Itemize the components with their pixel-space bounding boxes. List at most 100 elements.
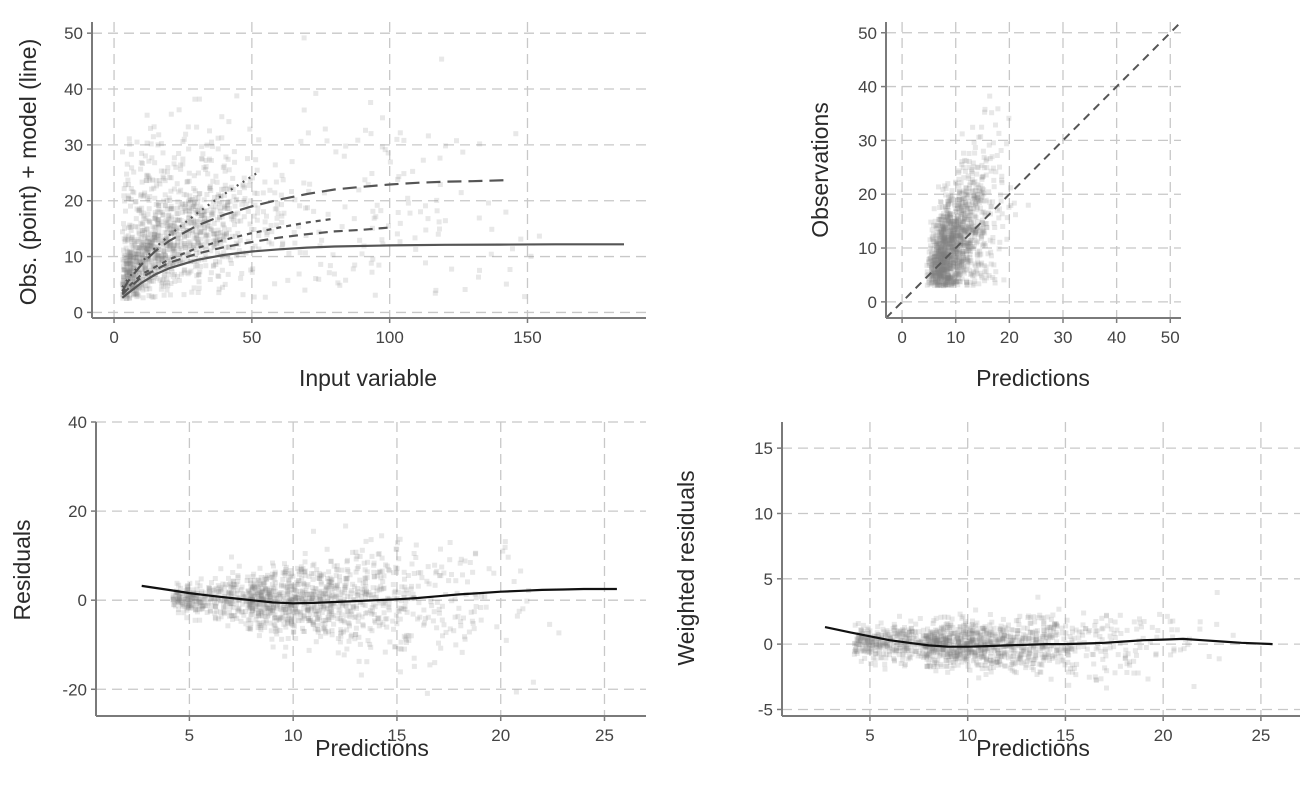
scatter-point	[198, 583, 203, 588]
scatter-point	[949, 232, 954, 237]
scatter-point	[362, 177, 367, 182]
scatter-point	[1175, 627, 1180, 632]
scatter-point	[182, 597, 187, 602]
x-tick-label: 20	[1000, 328, 1019, 347]
scatter-point	[256, 233, 261, 238]
scatter-point	[172, 155, 177, 160]
scatter-point	[239, 202, 244, 207]
scatter-point	[356, 564, 361, 569]
scatter-point	[456, 614, 461, 619]
scatter-point	[1039, 663, 1044, 668]
scatter-point	[991, 178, 996, 183]
scatter-point	[982, 165, 987, 170]
scatter-point	[969, 219, 974, 224]
scatter-point	[398, 221, 403, 226]
x-axis-label: Predictions	[315, 735, 429, 761]
scatter-point	[134, 216, 139, 221]
scatter-point	[943, 245, 948, 250]
scatter-point	[1139, 624, 1144, 629]
scatter-point	[477, 268, 482, 273]
scatter-point	[999, 199, 1004, 204]
scatter-point	[984, 672, 989, 677]
scatter-point	[404, 633, 409, 638]
scatter-point	[123, 209, 128, 214]
scatter-point	[960, 259, 965, 264]
scatter-point	[363, 603, 368, 608]
scatter-point	[251, 572, 256, 577]
scatter-point	[406, 591, 411, 596]
scatter-point	[145, 173, 150, 178]
scatter-point	[472, 626, 477, 631]
scatter-point	[146, 159, 151, 164]
scatter-point	[129, 165, 134, 170]
scatter-point	[470, 570, 475, 575]
scatter-point	[128, 263, 133, 268]
y-axis-label: Residuals	[9, 520, 35, 621]
scatter-point	[219, 114, 224, 119]
scatter-point	[494, 624, 499, 629]
scatter-point	[950, 188, 955, 193]
scatter-point	[435, 208, 440, 213]
scatter-point	[232, 160, 237, 165]
scatter-point	[518, 237, 523, 242]
scatter-point	[336, 611, 341, 616]
scatter-point	[150, 224, 155, 229]
scatter-point	[187, 597, 192, 602]
scatter-point	[272, 190, 277, 195]
scatter-point	[218, 587, 223, 592]
scatter-point	[178, 167, 183, 172]
scatter-point	[323, 618, 328, 623]
scatter-point	[357, 659, 362, 664]
scatter-point	[968, 238, 973, 243]
scatter-point	[183, 132, 188, 137]
y-tick-label: 0	[78, 591, 87, 610]
scatter-point	[227, 601, 232, 606]
scatter-point	[1099, 616, 1104, 621]
scatter-point	[212, 232, 217, 237]
scatter-point	[1090, 652, 1095, 657]
scatter-point	[479, 618, 484, 623]
scatter-point	[131, 237, 136, 242]
scatter-point	[120, 149, 125, 154]
scatter-point	[997, 165, 1002, 170]
scatter-point	[210, 179, 215, 184]
scatter-point	[476, 275, 481, 280]
scatter-point	[343, 585, 348, 590]
scatter-point	[979, 198, 984, 203]
scatter-point	[342, 620, 347, 625]
scatter-point	[998, 192, 1003, 197]
scatter-point	[204, 158, 209, 163]
scatter-point	[989, 110, 994, 115]
scatter-point	[221, 610, 226, 615]
scatter-point	[302, 108, 307, 113]
scatter-point	[152, 160, 157, 165]
scatter-point	[131, 251, 136, 256]
scatter-point	[995, 106, 1000, 111]
scatter-point	[146, 218, 151, 223]
scatter-point	[946, 208, 951, 213]
scatter-point	[348, 634, 353, 639]
scatter-point	[333, 583, 338, 588]
scatter-point	[936, 184, 941, 189]
scatter-point	[246, 209, 251, 214]
scatter-point	[1168, 619, 1173, 624]
scatter-point	[354, 626, 359, 631]
scatter-point	[273, 580, 278, 585]
y-tick-label: 0	[74, 303, 83, 322]
scatter-point	[248, 617, 253, 622]
scatter-point	[506, 555, 511, 560]
scatter-point	[223, 282, 228, 287]
scatter-point	[176, 235, 181, 240]
scatter-point	[141, 295, 146, 300]
scatter-point	[281, 177, 286, 182]
scatter-point	[342, 591, 347, 596]
scatter-point	[243, 196, 248, 201]
scatter-point	[343, 204, 348, 209]
scatter-point	[321, 572, 326, 577]
scatter-point	[373, 604, 378, 609]
scatter-point	[336, 650, 341, 655]
scatter-point	[253, 157, 258, 162]
scatter-point	[293, 636, 298, 641]
scatter-point	[302, 35, 307, 40]
